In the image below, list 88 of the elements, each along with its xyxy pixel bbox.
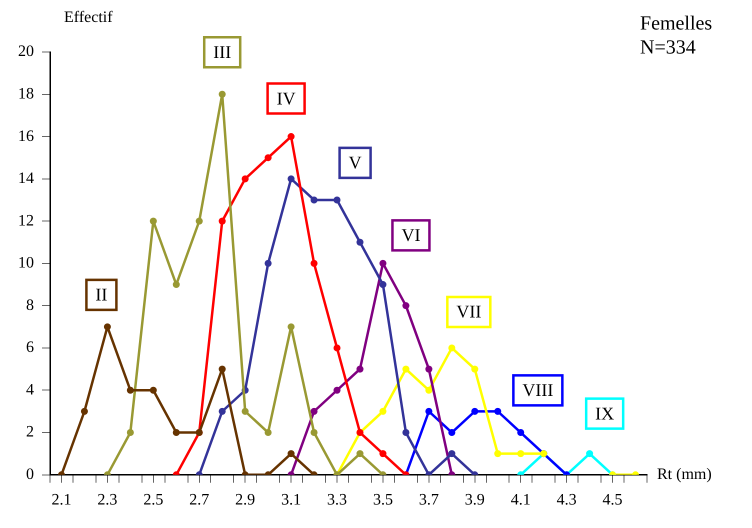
y-tick-label: 10 xyxy=(18,254,34,272)
point xyxy=(80,408,88,415)
point xyxy=(402,302,410,310)
x-tick-label: 4.5 xyxy=(602,492,623,509)
point xyxy=(218,90,226,98)
x-tick-label: 4.3 xyxy=(556,492,577,509)
series-label: IX xyxy=(595,403,614,424)
point xyxy=(264,429,272,436)
point xyxy=(310,429,318,436)
series-label: IV xyxy=(276,88,296,108)
y-tick-label: 6 xyxy=(26,339,34,356)
x-tick-label: 2.3 xyxy=(97,492,118,509)
x-tick-label: 2.5 xyxy=(143,492,164,509)
chart-subtitle: N=334 xyxy=(640,36,696,58)
x-tick-label: 4.1 xyxy=(510,492,531,509)
y-tick-label: 2 xyxy=(26,424,34,441)
point xyxy=(448,344,456,352)
x-tick-label: 3.1 xyxy=(281,492,302,509)
point xyxy=(379,408,386,415)
x-tick-label: 3.7 xyxy=(418,492,439,509)
point xyxy=(126,429,134,436)
point xyxy=(150,218,157,225)
series-label: II xyxy=(95,284,108,305)
y-tick-label: 16 xyxy=(18,128,34,145)
x-tick-label: 3.9 xyxy=(464,492,485,509)
point xyxy=(471,366,478,373)
series-label: VI xyxy=(401,225,420,246)
point xyxy=(586,450,594,458)
point xyxy=(310,408,318,415)
point xyxy=(517,450,524,458)
point xyxy=(448,429,456,436)
point xyxy=(425,408,432,415)
point xyxy=(196,218,203,225)
series-label: V xyxy=(348,152,362,173)
point xyxy=(356,450,364,458)
point xyxy=(425,386,432,394)
y-tick-label: 0 xyxy=(26,466,34,484)
point xyxy=(264,154,272,162)
point xyxy=(471,408,478,415)
point xyxy=(218,408,226,415)
y-tick-label: 8 xyxy=(26,296,34,314)
point xyxy=(448,450,456,458)
y-axis-title: Effectif xyxy=(64,9,114,26)
series-label: VII xyxy=(456,302,482,322)
series-label: III xyxy=(213,42,232,62)
y-tick-label: 12 xyxy=(18,212,34,230)
point xyxy=(150,386,157,394)
y-tick-label: 4 xyxy=(26,381,34,398)
y-tick-label: 14 xyxy=(18,170,34,188)
point xyxy=(334,196,341,204)
x-tick-label: 2.7 xyxy=(189,492,210,509)
y-tick-label: 20 xyxy=(18,43,34,60)
point xyxy=(402,429,410,436)
point xyxy=(242,408,249,415)
x-tick-label: 3.5 xyxy=(372,492,393,509)
point xyxy=(425,366,432,373)
point xyxy=(104,323,111,330)
point xyxy=(379,450,386,458)
point xyxy=(218,218,226,225)
point xyxy=(494,450,502,458)
series-label: VIII xyxy=(522,380,554,400)
point xyxy=(356,238,364,246)
point xyxy=(264,260,272,267)
point xyxy=(288,323,295,330)
point xyxy=(310,196,318,204)
point xyxy=(288,133,295,140)
point xyxy=(356,366,364,373)
point xyxy=(379,281,386,288)
point xyxy=(218,366,226,373)
y-tick-label: 18 xyxy=(18,85,34,102)
x-tick-label: 2.9 xyxy=(235,492,256,509)
point xyxy=(379,260,386,267)
point xyxy=(517,429,524,436)
point xyxy=(288,450,295,458)
point xyxy=(172,429,180,436)
point xyxy=(310,260,318,267)
x-axis-title: Rt (mm) xyxy=(657,466,712,484)
point xyxy=(288,175,295,182)
x-tick-label: 3.3 xyxy=(327,492,348,509)
x-tick-label: 2.1 xyxy=(51,492,72,509)
chart-title: Femelles xyxy=(640,12,712,34)
point xyxy=(172,281,180,288)
point xyxy=(402,366,410,373)
point xyxy=(494,408,502,415)
point xyxy=(126,386,134,394)
point xyxy=(334,344,341,352)
point xyxy=(242,175,249,182)
point xyxy=(334,386,341,394)
